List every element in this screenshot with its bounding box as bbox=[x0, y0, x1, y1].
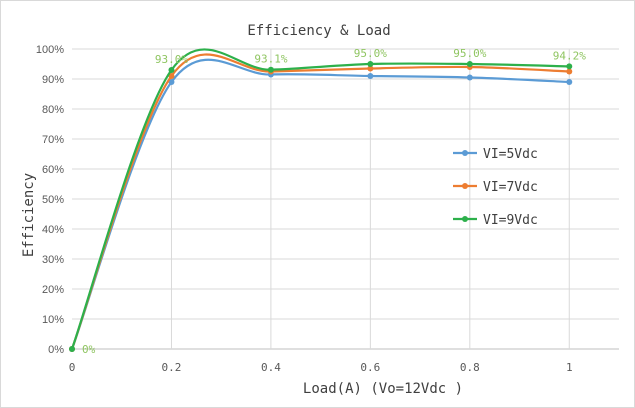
data-label: 93.1% bbox=[254, 53, 287, 66]
data-point bbox=[168, 79, 175, 85]
y-axis-title: Efficiency bbox=[21, 173, 37, 257]
y-ticks: 0% 10% 20% 30% 40% 50% 60% 70% 80% 90% 100% bbox=[36, 44, 64, 356]
data-label: 94.2% bbox=[553, 49, 586, 62]
legend-label: VI=9Vdc bbox=[483, 213, 538, 228]
legend-swatch-marker bbox=[462, 183, 468, 189]
data-point bbox=[466, 61, 473, 67]
data-label: 0% bbox=[82, 343, 96, 356]
x-tick-label: 0.8 bbox=[460, 361, 480, 374]
legend: VI=5Vdc VI=7Vdc VI=9Vdc bbox=[453, 147, 538, 228]
x-tick-label: 0.2 bbox=[162, 361, 182, 374]
legend-swatch-marker bbox=[462, 150, 468, 156]
x-tick-label: 0.4 bbox=[261, 361, 281, 374]
data-point bbox=[168, 67, 175, 73]
data-point bbox=[566, 68, 573, 75]
x-axis-title: Load(A) (Vo=12Vdc ) bbox=[303, 381, 463, 397]
series-line-1 bbox=[70, 53, 570, 350]
data-point bbox=[168, 73, 175, 79]
data-label: 95.0% bbox=[354, 47, 387, 60]
data-point bbox=[69, 346, 75, 352]
data-point bbox=[367, 65, 374, 72]
y-tick-label: 80% bbox=[42, 104, 64, 116]
y-tick-label: 90% bbox=[42, 74, 64, 86]
data-point bbox=[566, 63, 573, 70]
y-tick-label: 70% bbox=[42, 134, 64, 146]
series-group bbox=[69, 48, 573, 352]
series-line-0 bbox=[70, 58, 570, 350]
grid bbox=[72, 48, 619, 350]
y-tick-label: 50% bbox=[42, 194, 64, 206]
y-tick-label: 60% bbox=[42, 164, 64, 176]
x-tick-label: 1 bbox=[566, 361, 573, 374]
data-point bbox=[466, 74, 473, 81]
y-tick-label: 100% bbox=[36, 44, 64, 56]
x-ticks: 0 0.2 0.4 0.6 0.8 1 bbox=[69, 361, 573, 374]
x-tick-label: 0.6 bbox=[360, 361, 380, 374]
data-point bbox=[267, 66, 274, 73]
y-tick-label: 20% bbox=[42, 284, 64, 296]
data-label: 93.0% bbox=[155, 53, 188, 66]
legend-label: VI=5Vdc bbox=[483, 147, 538, 162]
y-tick-label: 40% bbox=[42, 224, 64, 236]
data-point bbox=[566, 79, 573, 85]
y-tick-label: 0% bbox=[48, 344, 64, 356]
data-label: 95.0% bbox=[453, 47, 486, 60]
data-labels: 0% 93.0% 93.1% 95.0% 95.0% 94.2% bbox=[82, 47, 586, 356]
data-point bbox=[367, 73, 374, 79]
legend-label: VI=7Vdc bbox=[483, 180, 538, 195]
y-tick-label: 10% bbox=[42, 314, 64, 326]
y-tick-label: 30% bbox=[42, 254, 64, 266]
legend-swatch-marker bbox=[462, 216, 468, 222]
x-tick-label: 0 bbox=[69, 361, 76, 374]
data-point bbox=[367, 61, 374, 67]
chart-title: Efficiency & Load bbox=[247, 23, 390, 39]
